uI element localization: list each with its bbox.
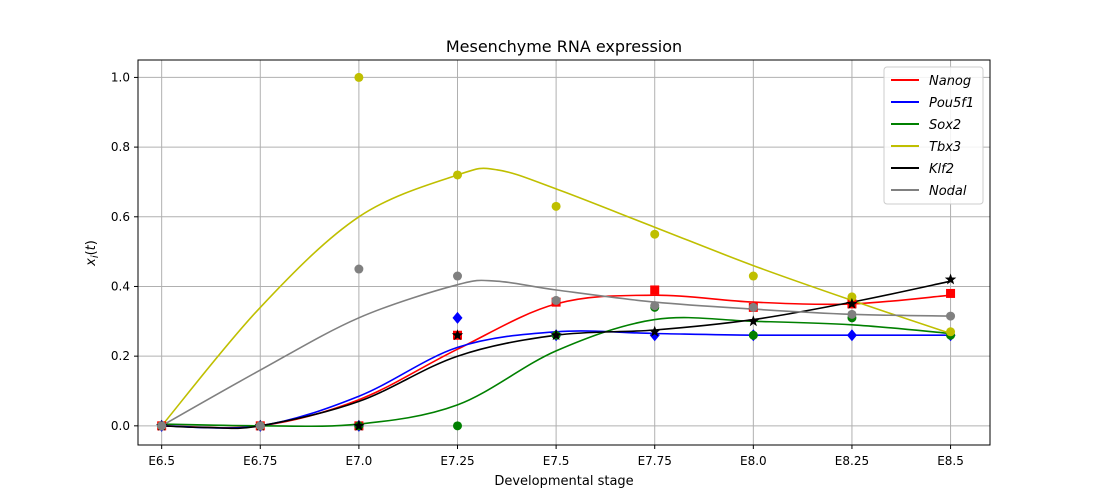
curve-klf2: [161, 280, 951, 430]
x-tick-label: E8.5: [937, 454, 964, 468]
legend-label-klf2: Klf2: [929, 162, 954, 177]
point-tbx3: [453, 170, 462, 180]
y-axis-label: xi(t): [84, 240, 101, 267]
point-nodal: [255, 421, 265, 431]
legend-label-tbx3: Tbx3: [929, 140, 961, 155]
point-klf2: [451, 329, 464, 341]
y-ticks: 0.0 0.2 0.4 0.6 0.8 1.0: [111, 70, 138, 433]
point-tbx3: [354, 72, 364, 82]
point-nodal: [551, 295, 561, 305]
point-tbx3: [847, 292, 857, 302]
svg-text:xi(t): xi(t): [84, 240, 101, 267]
x-tick-label: E7.0: [346, 454, 373, 468]
x-tick-label: E6.75: [243, 454, 277, 468]
point-tbx3: [650, 229, 660, 239]
legend-label-nodal: Nodal: [929, 184, 967, 199]
point-klf2: [944, 273, 957, 285]
point-sox2: [748, 330, 758, 340]
x-tick-label: E8.25: [835, 454, 869, 468]
plot-frame: [137, 59, 991, 446]
x-ticks: E6.5 E6.75 E7.0 E7.25 E7.5 E7.75 E8.0 E8.25 E8.5: [148, 445, 964, 468]
point-pou5f1: [846, 329, 857, 342]
point-pou5f1: [452, 311, 463, 324]
point-klf2: [846, 297, 858, 309]
chart-title: Mesenchyme RNA expression: [446, 37, 682, 56]
point-tbx3: [946, 327, 956, 337]
curve-tbx3: [161, 167, 951, 427]
point-nodal: [354, 264, 364, 274]
series-points: [156, 72, 957, 432]
y-tick-label: 0.8: [111, 140, 130, 154]
point-nodal: [946, 311, 956, 321]
series-curves: [161, 167, 951, 430]
curve-sox2: [161, 316, 951, 428]
x-tick-label: E7.75: [638, 454, 672, 468]
y-tick-label: 0.6: [111, 210, 130, 224]
x-tick-label: E7.25: [440, 454, 474, 468]
point-nodal: [453, 271, 462, 281]
point-nodal: [157, 421, 167, 431]
point-klf2: [649, 325, 661, 337]
legend-label-pou5f1: Pou5f1: [929, 96, 974, 111]
grid: [138, 60, 990, 445]
point-klf2: [353, 419, 365, 431]
y-tick-label: 0.2: [111, 349, 130, 363]
point-nanog: [650, 285, 660, 295]
point-tbx3: [551, 201, 561, 211]
x-tick-label: E6.5: [148, 454, 175, 468]
point-sox2: [453, 421, 462, 431]
y-tick-label: 0.0: [111, 419, 130, 433]
x-tick-label: E8.0: [740, 454, 767, 468]
point-nodal: [650, 301, 660, 311]
legend-label-sox2: Sox2: [929, 118, 961, 133]
y-tick-label: 0.4: [111, 279, 130, 293]
x-axis-label: Developmental stage: [494, 474, 633, 489]
x-tick-label: E7.5: [543, 454, 570, 468]
point-tbx3: [748, 271, 758, 281]
point-klf2: [550, 329, 562, 341]
point-klf2: [747, 315, 759, 327]
legend: Nanog Pou5f1 Sox2 Tbx3 Klf2 Nodal: [883, 66, 984, 205]
y-tick-label: 1.0: [111, 70, 130, 84]
point-nodal: [847, 309, 857, 319]
legend-label-nanog: Nanog: [929, 74, 971, 89]
curve-nodal: [161, 279, 951, 427]
point-nanog: [946, 288, 956, 298]
point-nodal: [748, 302, 758, 312]
